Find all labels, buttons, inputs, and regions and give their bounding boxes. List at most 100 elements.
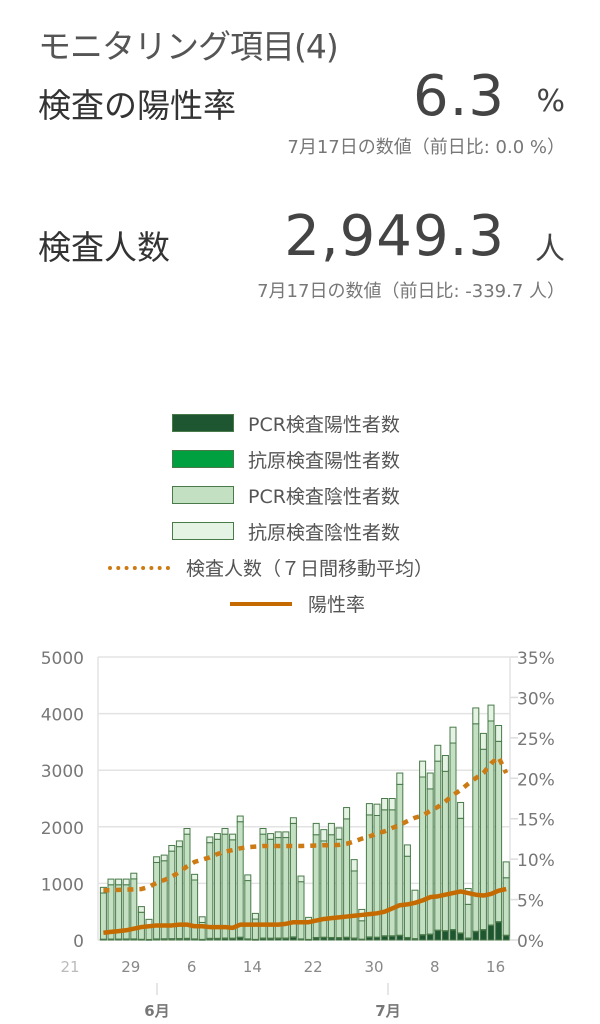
bar-segment	[358, 920, 366, 940]
bar-segment	[297, 881, 305, 940]
legend-swatch	[172, 450, 234, 468]
bar-segment	[403, 855, 411, 938]
x-tick-label: 8	[430, 958, 440, 976]
bar-segment	[320, 829, 328, 842]
bar-segment	[479, 929, 487, 941]
bar-segment	[419, 760, 427, 778]
bar-segment	[449, 726, 457, 744]
bar-segment	[343, 807, 351, 820]
bars	[99, 704, 510, 941]
bar-segment	[434, 929, 442, 941]
legend-item-rate[interactable]: 陽性率	[0, 588, 600, 618]
bar-segment	[434, 760, 442, 931]
bar-segment	[107, 878, 115, 886]
bar-segment	[115, 878, 123, 886]
bar-segment	[137, 906, 145, 913]
bar-segment	[183, 827, 191, 835]
legend-swatch	[172, 486, 234, 504]
y-right-tick-label: 30%	[517, 689, 555, 709]
bar-segment	[479, 748, 487, 931]
bar-segment	[373, 803, 381, 816]
x-tick-label: 16	[486, 958, 505, 976]
y-right-tick-label: 25%	[517, 730, 555, 750]
bar-segment	[251, 918, 259, 940]
x-tick-label: 29	[121, 958, 140, 976]
bar-segment	[221, 827, 229, 835]
bar-segment	[259, 827, 267, 835]
legend-item-pcr-negative[interactable]: PCR検査陰性者数	[0, 480, 600, 510]
bar-segment	[373, 814, 381, 938]
legend-label: 抗原検査陰性者数	[248, 522, 401, 544]
bar-segment	[229, 833, 237, 841]
bar-segment	[229, 839, 237, 939]
metric-label: 検査人数	[38, 228, 170, 267]
bar-segment	[267, 833, 275, 840]
rate-line	[103, 886, 507, 935]
bar-segment	[297, 875, 305, 883]
bar-segment	[479, 732, 487, 750]
bar-segment	[464, 887, 472, 905]
y-left-tick-label: 5000	[41, 649, 84, 669]
metric-note: 7月17日の数値（前日比: -339.7 人）	[257, 281, 565, 302]
bar-segment	[198, 916, 206, 923]
bar-segment	[236, 815, 244, 823]
legend-item-pcr-positive[interactable]: PCR検査陽性者数	[0, 408, 600, 438]
bar-segment	[411, 901, 419, 940]
legend-item-antigen-positive[interactable]: 抗原検査陽性者数	[0, 444, 600, 474]
legend-label: PCR検査陰性者数	[248, 486, 400, 508]
legend-item-average[interactable]: 検査人数（７日間移動平均）	[0, 552, 600, 582]
bar-segment	[381, 809, 389, 937]
bar-segment	[365, 803, 373, 816]
bar-segment	[441, 754, 449, 772]
metric-unit: 人	[535, 232, 565, 267]
metric-note: 7月17日の数値（前日比: 0.0 %）	[287, 137, 565, 158]
metric-unit: %	[536, 84, 565, 119]
bar-segment	[495, 921, 503, 941]
bar-segment	[457, 932, 465, 941]
bar-segment	[472, 931, 480, 941]
bar-segment	[396, 772, 404, 785]
bar-segment	[434, 744, 442, 762]
bar-segment	[335, 838, 343, 939]
legend-item-antigen-negative[interactable]: 抗原検査陰性者数	[0, 516, 600, 546]
bar-segment	[502, 877, 510, 936]
bar-segment	[320, 840, 328, 938]
x-tick-label: 6	[187, 958, 197, 976]
bar-segment	[282, 831, 290, 839]
bar-segment	[396, 783, 404, 936]
legend-label: 検査人数（７日間移動平均）	[186, 558, 434, 580]
x-tick-label: 21	[60, 958, 79, 976]
y-left-tick-label: 1000	[41, 875, 84, 895]
y-right-tick-label: 15%	[517, 811, 555, 831]
bar-segment	[244, 874, 252, 882]
y-left-tick-label: 0	[73, 932, 84, 952]
bar-segment	[350, 859, 358, 872]
metric-value: 6.3	[412, 64, 505, 129]
bar-segment	[457, 801, 465, 819]
bar-segment	[419, 934, 427, 941]
bar-segment	[274, 831, 282, 839]
y-right-tick-label: 20%	[517, 770, 555, 790]
bar-segment	[168, 844, 176, 852]
bar-segment	[365, 814, 373, 938]
bar-segment	[122, 878, 130, 886]
x-tick-label: 14	[243, 958, 262, 976]
bar-segment	[381, 798, 389, 811]
bar-segment	[487, 704, 495, 722]
bar-segment	[244, 880, 252, 940]
bar-segment	[350, 870, 358, 939]
bar-segment	[495, 724, 503, 742]
y-left-tick-label: 2000	[41, 819, 84, 839]
y-right-tick-label: 5%	[517, 892, 544, 912]
bar-segment	[426, 772, 434, 790]
y-right-tick-label: 35%	[517, 649, 555, 669]
bar-segment	[130, 872, 138, 880]
bar-segment	[153, 856, 161, 863]
bar-segment	[191, 873, 199, 881]
legend-swatch	[172, 414, 234, 432]
bar-segment	[289, 817, 297, 824]
legend-swatch	[172, 522, 234, 540]
bar-segment	[289, 822, 297, 938]
bar-segment	[419, 776, 427, 936]
